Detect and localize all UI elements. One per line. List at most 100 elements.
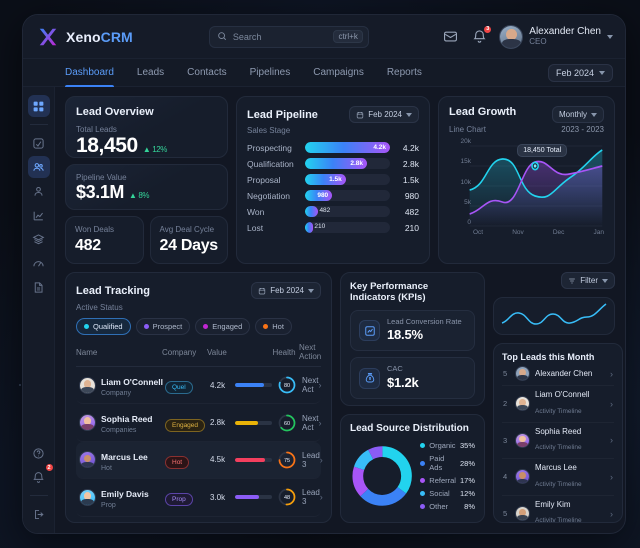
bell-badge: 3 (483, 24, 493, 34)
list-item[interactable]: 2 Liam O'Connell Activity Timeline › (502, 386, 614, 423)
lead-name: Liam O'Connell (101, 377, 163, 387)
global-period-selector[interactable]: Feb 2024 (547, 63, 613, 82)
lead-pipeline-header: Lead Pipeline Feb 2024 (247, 106, 419, 123)
brand-logo[interactable]: XenoCRM (37, 26, 133, 48)
chevron-down-icon (602, 278, 608, 283)
chevron-down-icon (308, 288, 314, 293)
tracking-period-selector[interactable]: Feb 2024 (251, 282, 321, 299)
mail-icon[interactable] (441, 28, 459, 46)
pipeline-stage-row[interactable]: Won 482 482 (247, 206, 419, 217)
bell-icon[interactable]: 3 (470, 24, 493, 46)
tab-contacts[interactable]: Contacts (187, 67, 227, 78)
pipeline-stage-row[interactable]: Qualification 2.8k 2.8k (247, 158, 419, 169)
table-row[interactable]: Liam O'Connell Company Quel 4.2k 80 Next … (76, 367, 322, 405)
pipeline-value-label: Pipeline Value (76, 173, 127, 182)
stage-name: Qualification (247, 158, 294, 169)
lead-sub: Company (101, 390, 131, 397)
lead-sub: Activity Timeline (535, 444, 582, 452)
chevron-right-icon[interactable]: › (610, 368, 613, 379)
stage-name: Lost (247, 222, 264, 233)
kpi-value: 18.5% (387, 327, 423, 343)
tab-pipelines[interactable]: Pipelines (249, 67, 291, 78)
list-item[interactable]: 3 Sophia Reed Activity Timeline › (502, 423, 614, 460)
status-pill-engaged[interactable]: Engaged (195, 318, 251, 335)
stage-track: 980 (305, 190, 390, 201)
tab-leads[interactable]: Leads (136, 67, 165, 78)
chevron-right-icon[interactable]: › (319, 492, 323, 503)
table-row[interactable]: David KimWon Won 4.5k 75 Next Act› (76, 517, 321, 522)
filter-button[interactable]: Filter (561, 272, 615, 289)
lead-value: 4.2k (210, 380, 226, 390)
sidebar-item-performance[interactable] (28, 252, 50, 274)
user-role: CEO (529, 37, 547, 47)
user-name: Alexander Chen (529, 25, 601, 37)
list-item[interactable]: 5 Emily Kim Activity Timeline › (502, 496, 614, 522)
pipeline-stage-row[interactable]: Prospecting 4.2k 4.2k (247, 142, 419, 153)
svg-text:60: 60 (284, 421, 290, 427)
chevron-down-icon (591, 112, 597, 117)
kpi-item-conversion-rate[interactable]: Lead Conversion Rate 18.5% (350, 310, 475, 352)
sidebar: 2 (23, 87, 55, 533)
kpi-item-deals-closed[interactable]: Deals Closed482 (350, 404, 475, 405)
sidebar-item-leads[interactable] (27, 156, 50, 178)
chevron-right-icon[interactable]: › (610, 471, 613, 482)
chevron-right-icon[interactable]: › (610, 508, 613, 519)
sidebar-item-dashboard[interactable] (27, 95, 50, 117)
chevron-right-icon[interactable]: › (318, 380, 322, 391)
growth-range-selector[interactable]: Monthly (551, 106, 604, 123)
pipeline-stage-row[interactable]: Negotiation 980 980 (247, 190, 419, 201)
lead-growth-card: Lead Growth Monthly Line Chart 2023 - 20… (438, 96, 615, 264)
status-pill-prospect[interactable]: Prospect (135, 318, 191, 335)
stage-track: 2.8k (305, 158, 390, 169)
lead-overview-card: Lead Overview Total Leads 18,450 ▲ 12% (65, 96, 228, 158)
pipeline-stage-row[interactable]: Lost 210 210 (247, 222, 419, 233)
tab-campaigns[interactable]: Campaigns (313, 67, 364, 78)
tab-reports[interactable]: Reports (386, 67, 422, 78)
chevron-right-icon[interactable]: › (610, 398, 613, 409)
chevron-right-icon[interactable]: › (319, 454, 323, 465)
sidebar-item-documents[interactable] (28, 276, 50, 298)
sidebar-item-tasks[interactable] (28, 132, 50, 154)
stage-value: 980 (404, 190, 419, 201)
user-menu[interactable]: Alexander Chen CEO (499, 24, 613, 49)
table-row[interactable]: Sophia Reed Companies Engaged 2.8k 60 Nex… (76, 404, 322, 442)
chevron-right-icon[interactable]: › (610, 435, 613, 446)
next-action-label: Lead 3 (302, 488, 320, 507)
column-company: Company (162, 347, 197, 357)
sidebar-item-contacts[interactable] (28, 180, 50, 202)
kpi-source-column: Key Performance Indicators (KPIs) Lead C… (340, 272, 485, 523)
filter-row: Filter (493, 272, 615, 289)
lead-source-body: Organic 35% Paid Ads 28% Referral 17% Socia… (350, 440, 475, 512)
app-window: XenoCRM Search ctrl+k 3 (22, 14, 626, 534)
sidebar-item-layers[interactable] (28, 228, 50, 250)
column-value: Value (207, 347, 227, 357)
tab-dashboard[interactable]: Dashboard (65, 59, 114, 87)
stage-inline-label: 2.8k (350, 160, 364, 167)
table-row[interactable]: Marcus Lee Hot Hot 4.5k 75 Lead 3 › (76, 441, 323, 480)
lead-source-title: Lead Source Distribution (350, 423, 469, 434)
status-pill-hot[interactable]: Hot (255, 318, 292, 335)
stage-inline-label: 980 (317, 192, 329, 199)
lead-rank: 3 (503, 435, 508, 445)
list-item[interactable]: 4 Marcus Lee Activity Timeline › (502, 459, 614, 496)
pipeline-period-selector[interactable]: Feb 2024 (349, 106, 419, 123)
sidebar-item-help[interactable] (28, 442, 50, 464)
avatar (79, 376, 96, 394)
sidebar-item-notifications[interactable]: 2 (28, 463, 54, 488)
stage-track: 4.2k (305, 142, 390, 153)
health-ring: 48 (272, 488, 302, 506)
sidebar-item-analytics[interactable] (28, 204, 50, 226)
stage-value: 1.5k (402, 174, 419, 185)
lead-source-card: Lead Source Distribution Organic 35% (340, 414, 485, 523)
pipeline-stage-row[interactable]: Proposal 1.5k 1.5k (247, 174, 419, 185)
sidebar-item-logout[interactable] (28, 503, 50, 525)
chevron-right-icon[interactable]: › (318, 417, 322, 428)
table-row[interactable]: Emily Davis Prop Prop 3.0k 48 Lead 3 › (76, 479, 323, 517)
kpi-item-cac[interactable]: CAC $1.2k (350, 357, 475, 399)
list-item[interactable]: 5 Alexander Chen › (502, 362, 614, 386)
legend-item: Referral 17% (420, 476, 475, 485)
search-input[interactable]: Search ctrl+k (208, 25, 369, 48)
lead-sub: Companies (101, 427, 137, 435)
stage-name: Prospecting (247, 142, 292, 153)
status-pill-qualified[interactable]: Qualified (76, 318, 131, 335)
